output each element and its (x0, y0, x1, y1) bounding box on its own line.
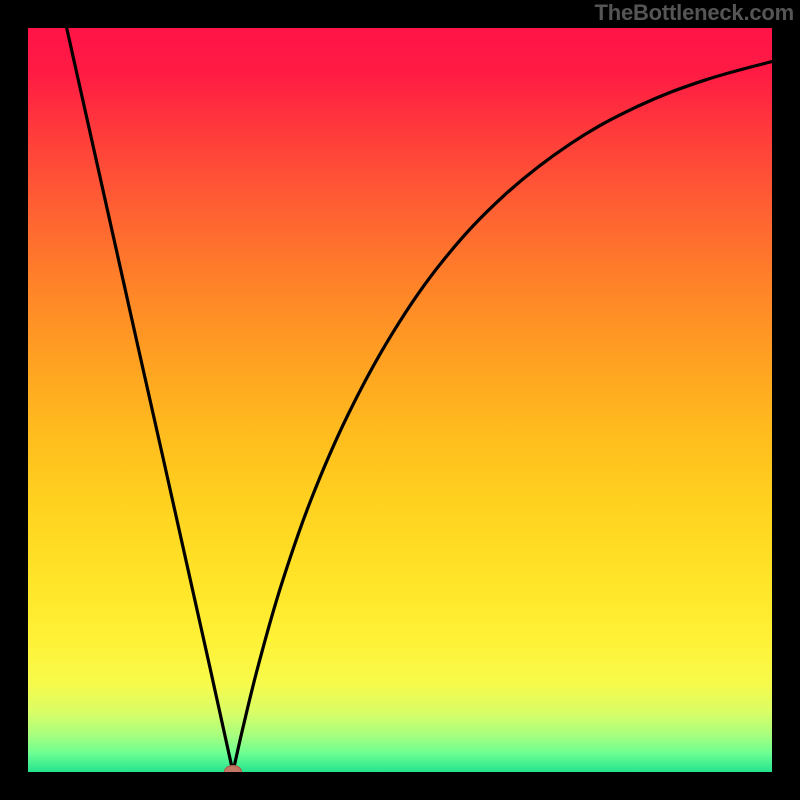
plot-area (28, 28, 772, 772)
optimal-point-marker (224, 765, 242, 772)
plot-frame (0, 0, 800, 800)
watermark-text: TheBottleneck.com (594, 0, 794, 26)
chart-container: TheBottleneck.com (0, 0, 800, 800)
gradient-background (28, 28, 772, 772)
